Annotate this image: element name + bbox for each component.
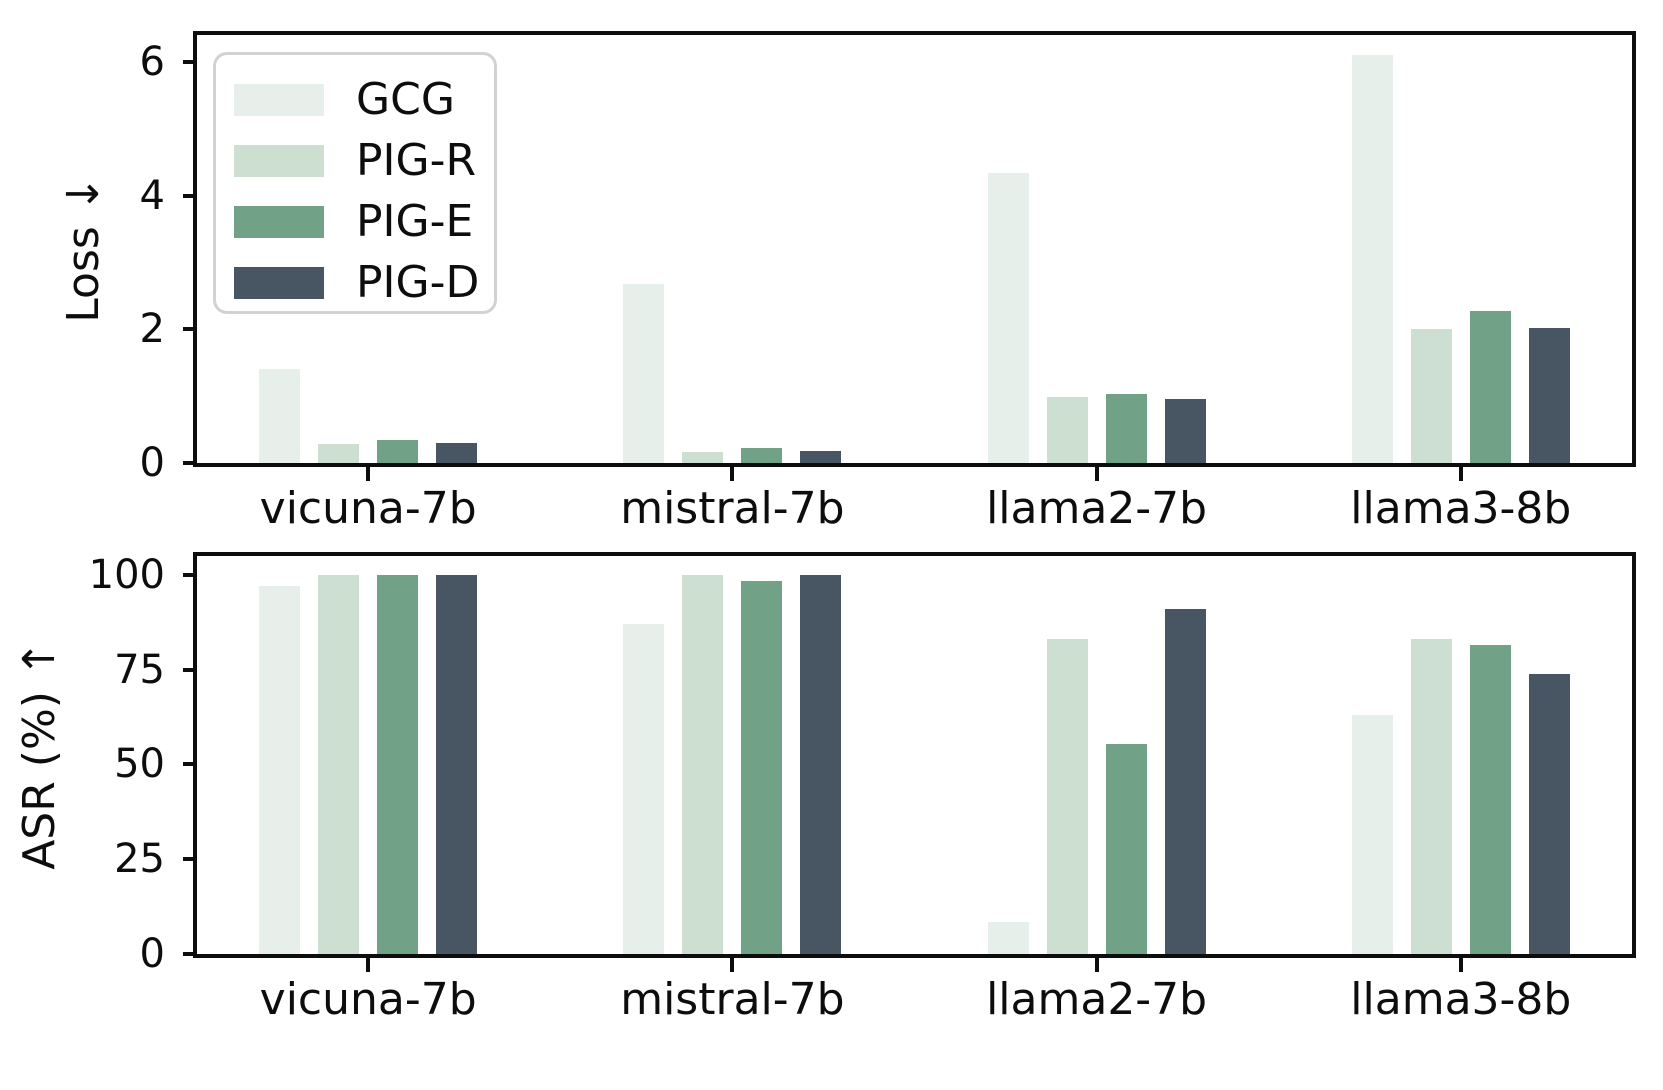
asr-xtick-llama3-8b	[1458, 958, 1463, 972]
legend-item-pig-e: PIG-E	[234, 191, 494, 252]
loss-ytick-label-2: 2	[139, 306, 165, 353]
asr-xtick-mistral-7b	[730, 958, 735, 972]
asr-bar-pig-e-vicuna-7b	[377, 574, 419, 954]
loss-bar-pig-e-mistral-7b	[741, 447, 783, 463]
legend-label-pig-e: PIG-E	[356, 195, 474, 247]
asr-ytick-0	[183, 952, 193, 956]
legend-item-pig-d: PIG-D	[234, 252, 494, 313]
asr-ytick-label-75: 75	[114, 646, 165, 693]
loss-bar-pig-r-mistral-7b	[682, 451, 724, 463]
asr-ytick-label-50: 50	[114, 741, 165, 788]
loss-plot-area: GCG PIG-R PIG-E PIG-D 0 2 4 6 vicuna-7b mistr…	[140, 31, 1636, 533]
asr-ytick-label-100: 100	[88, 551, 165, 598]
asr-bar-pig-r-llama2-7b	[1046, 639, 1088, 954]
loss-xtick-llama3-8b	[1458, 467, 1463, 481]
loss-bar-pig-e-llama3-8b	[1469, 311, 1511, 463]
loss-ytick-label-6: 6	[139, 38, 165, 85]
loss-bar-pig-r-vicuna-7b	[318, 443, 360, 463]
loss-bar-pig-d-llama3-8b	[1528, 327, 1570, 463]
asr-xtick-label-mistral-7b: mistral-7b	[620, 974, 845, 1025]
legend-swatch-pig-r	[234, 144, 324, 177]
asr-xtick-vicuna-7b	[366, 958, 371, 972]
asr-bar-pig-e-llama3-8b	[1469, 645, 1511, 954]
loss-bar-gcg-vicuna-7b	[259, 369, 301, 463]
loss-bar-pig-d-vicuna-7b	[436, 442, 478, 463]
loss-bar-gcg-mistral-7b	[623, 284, 665, 463]
asr-xtick-llama2-7b	[1094, 958, 1099, 972]
asr-bar-gcg-vicuna-7b	[259, 586, 301, 954]
asr-bar-pig-r-llama3-8b	[1410, 639, 1452, 954]
loss-ytick-0	[183, 461, 193, 465]
loss-xtick-mistral-7b	[730, 467, 735, 481]
loss-bar-pig-e-llama2-7b	[1105, 394, 1147, 463]
asr-bar-gcg-mistral-7b	[623, 624, 665, 954]
asr-bar-pig-d-vicuna-7b	[436, 574, 478, 954]
loss-group-mistral-7b	[623, 284, 842, 463]
loss-ytick-6	[183, 59, 193, 64]
loss-bar-pig-r-llama3-8b	[1410, 329, 1452, 463]
asr-ytick-75	[183, 667, 193, 672]
legend-swatch-pig-e	[234, 205, 324, 238]
asr-plot-area: 0 25 50 75 100 vicuna-7b mistral-7b llama2-7b ll…	[89, 552, 1636, 1024]
legend-label-pig-d: PIG-D	[356, 256, 480, 308]
asr-group-llama3-8b	[1351, 639, 1570, 954]
asr-bar-gcg-llama2-7b	[987, 921, 1029, 954]
loss-xtick-label-llama2-7b: llama2-7b	[986, 483, 1208, 534]
asr-xtick-label-llama2-7b: llama2-7b	[986, 974, 1208, 1025]
loss-bar-pig-r-llama2-7b	[1046, 396, 1088, 463]
asr-bar-pig-d-mistral-7b	[800, 574, 842, 954]
loss-bar-pig-d-mistral-7b	[800, 450, 842, 463]
asr-xtick-label-llama3-8b: llama3-8b	[1350, 974, 1572, 1025]
loss-ytick-4	[183, 193, 193, 198]
loss-xtick-llama2-7b	[1094, 467, 1099, 481]
legend: GCG PIG-R PIG-E PIG-D	[213, 52, 497, 314]
asr-bar-pig-d-llama3-8b	[1528, 673, 1570, 954]
loss-xtick-label-llama3-8b: llama3-8b	[1350, 483, 1572, 534]
asr-bar-pig-r-vicuna-7b	[318, 574, 360, 954]
legend-item-pig-r: PIG-R	[234, 130, 494, 191]
asr-ytick-label-0: 0	[139, 931, 165, 977]
loss-group-llama3-8b	[1351, 55, 1570, 463]
loss-ytick-label-4: 4	[139, 172, 165, 219]
asr-xtick-label-vicuna-7b: vicuna-7b	[259, 974, 477, 1025]
asr-ytick-100	[183, 572, 193, 577]
legend-label-gcg: GCG	[356, 73, 455, 125]
asr-group-llama2-7b	[987, 609, 1206, 954]
loss-bar-pig-d-llama2-7b	[1164, 398, 1206, 463]
loss-bar-gcg-llama2-7b	[987, 173, 1029, 463]
loss-bar-gcg-llama3-8b	[1351, 55, 1393, 463]
asr-bar-pig-d-llama2-7b	[1164, 609, 1206, 954]
asr-bar-gcg-llama3-8b	[1351, 715, 1393, 954]
loss-xtick-label-vicuna-7b: vicuna-7b	[259, 483, 477, 534]
legend-swatch-pig-d	[234, 266, 324, 299]
loss-group-vicuna-7b	[259, 369, 478, 463]
loss-xtick-vicuna-7b	[366, 467, 371, 481]
asr-group-mistral-7b	[623, 574, 842, 954]
asr-ytick-label-25: 25	[114, 836, 165, 883]
asr-ytick-25	[183, 857, 193, 862]
legend-swatch-gcg	[234, 83, 324, 116]
legend-item-gcg: GCG	[234, 69, 494, 130]
asr-ytick-50	[183, 762, 193, 767]
asr-bar-pig-e-mistral-7b	[741, 580, 783, 954]
asr-bar-pig-e-llama2-7b	[1105, 743, 1147, 954]
asr-group-vicuna-7b	[259, 574, 478, 954]
loss-ytick-label-0: 0	[139, 440, 165, 486]
legend-label-pig-r: PIG-R	[356, 134, 477, 186]
loss-ytick-2	[183, 327, 193, 332]
asr-bar-pig-r-mistral-7b	[682, 574, 724, 954]
loss-group-llama2-7b	[987, 173, 1206, 463]
loss-xtick-label-mistral-7b: mistral-7b	[620, 483, 845, 534]
loss-bar-pig-e-vicuna-7b	[377, 439, 419, 463]
